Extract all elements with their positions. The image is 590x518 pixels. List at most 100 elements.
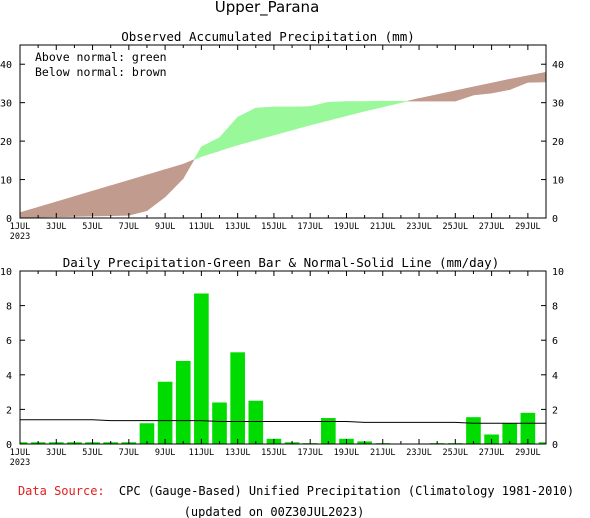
daily-ytick-label-right: 2 bbox=[552, 405, 558, 416]
daily-xtick-label: 11JUL bbox=[189, 448, 215, 458]
daily-precip-bar bbox=[194, 293, 209, 444]
acc-ytick-label-left: 20 bbox=[0, 137, 12, 148]
daily-precip-bar bbox=[466, 417, 481, 444]
acc-xtick-label: 27JUL bbox=[479, 222, 505, 232]
above-normal-area bbox=[255, 106, 275, 141]
acc-year-label: 2023 bbox=[10, 232, 30, 242]
daily-xtick-label: 15JUL bbox=[261, 448, 287, 458]
above-normal-area bbox=[346, 101, 365, 117]
below-normal-area bbox=[146, 169, 166, 212]
below-normal-area bbox=[164, 163, 184, 198]
above-normal-area bbox=[193, 145, 202, 161]
daily-precip-bar bbox=[502, 423, 518, 444]
daily-precip-bar bbox=[538, 442, 546, 444]
daily-ytick-label-right: 8 bbox=[552, 302, 558, 313]
acc-xtick-label: 29JUL bbox=[515, 222, 541, 232]
daily-chart: 0 0 2 2 4 4 6 6 8 8 10 10 1JUL 3JUL 5JUL 7JUL 9JUL 11JUL 1… bbox=[0, 267, 564, 468]
acc-xtick-label: 3JUL bbox=[46, 222, 66, 232]
above-normal-area bbox=[291, 106, 311, 131]
data-source-label: Data Source: bbox=[18, 484, 105, 498]
acc-xtick-label: 25JUL bbox=[443, 222, 469, 232]
acc-xtick-label: 5JUL bbox=[82, 222, 102, 232]
above-normal-area bbox=[328, 101, 347, 121]
below-normal-area bbox=[527, 71, 547, 83]
daily-xtick-label: 23JUL bbox=[406, 448, 432, 458]
above-normal-area bbox=[400, 100, 408, 104]
acc-xtick-label: 23JUL bbox=[406, 222, 432, 232]
below-normal-area bbox=[182, 158, 195, 180]
daily-precip-bar bbox=[248, 400, 264, 444]
daily-precip-bar bbox=[212, 402, 227, 444]
daily-ytick-label-right: 0 bbox=[552, 440, 558, 451]
acc-frame bbox=[19, 44, 547, 219]
below-normal-area bbox=[473, 82, 492, 96]
daily-ytick-label-left: 10 bbox=[0, 267, 12, 278]
daily-xtick-label: 13JUL bbox=[225, 448, 251, 458]
acc-xtick-label: 17JUL bbox=[297, 222, 323, 232]
data-source-text: CPC (Gauge-Based) Unified Precipitation … bbox=[119, 484, 574, 498]
acc-ytick-label-right: 10 bbox=[552, 176, 564, 187]
below-normal-area bbox=[74, 190, 93, 217]
daily-ytick-label-left: 8 bbox=[6, 302, 12, 313]
footer-source-line: Data Source: CPC (Gauge-Based) Unified P… bbox=[18, 484, 574, 498]
daily-xtick-label: 25JUL bbox=[443, 448, 469, 458]
daily-ytick-label-right: 6 bbox=[552, 336, 558, 347]
daily-ytick-label-left: 2 bbox=[6, 405, 12, 416]
daily-ytick-label-right: 4 bbox=[552, 371, 558, 382]
daily-ytick-label-left: 6 bbox=[6, 336, 12, 347]
daily-xtick-label: 7JUL bbox=[119, 448, 139, 458]
daily-precip-bar bbox=[321, 418, 336, 444]
below-normal-area bbox=[407, 98, 420, 102]
above-normal-area bbox=[364, 100, 384, 112]
daily-precip-bar bbox=[230, 352, 245, 444]
below-normal-area bbox=[37, 201, 57, 218]
acc-ytick-label-left: 10 bbox=[0, 176, 12, 187]
daily-year-label: 2023 bbox=[10, 458, 30, 468]
updated-timestamp: (updated on 00Z30JUL2023) bbox=[184, 505, 365, 518]
acc-xtick-label: 13JUL bbox=[225, 222, 251, 232]
daily-xtick-label: 27JUL bbox=[479, 448, 505, 458]
daily-ytick-label-right: 10 bbox=[552, 267, 564, 278]
daily-frame bbox=[19, 270, 547, 445]
legend-below-normal: Below normal: brown bbox=[35, 65, 167, 79]
above-normal-area bbox=[219, 116, 238, 152]
below-normal-area bbox=[128, 174, 148, 216]
acc-ytick-label-right: 0 bbox=[552, 214, 558, 225]
acc-ytick-label-left: 40 bbox=[0, 60, 12, 71]
daily-xtick-label: 3JUL bbox=[46, 448, 66, 458]
acc-ytick-label-right: 40 bbox=[552, 60, 564, 71]
daily-xtick-label: 17JUL bbox=[297, 448, 323, 458]
below-normal-area bbox=[110, 179, 130, 216]
below-normal-area bbox=[92, 185, 111, 217]
below-normal-area bbox=[491, 78, 511, 94]
acc-ytick-label-left: 30 bbox=[0, 99, 12, 110]
acc-ytick-label-left: 0 bbox=[6, 214, 12, 225]
above-normal-area bbox=[237, 107, 257, 146]
daily-ytick-label-left: 4 bbox=[6, 371, 12, 382]
acc-ytick-label-right: 20 bbox=[552, 137, 564, 148]
below-normal-area bbox=[19, 206, 39, 218]
acc-xtick-label: 19JUL bbox=[334, 222, 360, 232]
below-normal-area bbox=[455, 86, 474, 102]
above-normal-area bbox=[201, 137, 220, 157]
daily-precip-bar bbox=[139, 423, 155, 444]
acc-xtick-label: 11JUL bbox=[189, 222, 215, 232]
below-normal-area bbox=[509, 75, 529, 91]
above-normal-area bbox=[273, 106, 293, 136]
daily-xtick-label: 19JUL bbox=[334, 448, 360, 458]
daily-xtick-label: 5JUL bbox=[82, 448, 102, 458]
above-normal-area bbox=[382, 100, 402, 108]
daily-precip-bar bbox=[157, 381, 173, 444]
acc-xtick-label: 1JUL bbox=[10, 222, 30, 232]
daily-xtick-label: 9JUL bbox=[155, 448, 175, 458]
acc-xtick-label: 21JUL bbox=[370, 222, 396, 232]
page-title: Upper_Parana bbox=[215, 0, 320, 17]
daily-xtick-label: 29JUL bbox=[515, 448, 541, 458]
above-normal-area bbox=[309, 101, 329, 126]
anomaly-fill-group bbox=[19, 71, 547, 218]
daily-chart-title: Daily Precipitation-Green Bar & Normal-S… bbox=[63, 255, 500, 270]
daily-precip-bar bbox=[520, 412, 536, 444]
daily-xtick-label: 21JUL bbox=[370, 448, 396, 458]
legend-above-normal: Above normal: green bbox=[35, 50, 167, 64]
